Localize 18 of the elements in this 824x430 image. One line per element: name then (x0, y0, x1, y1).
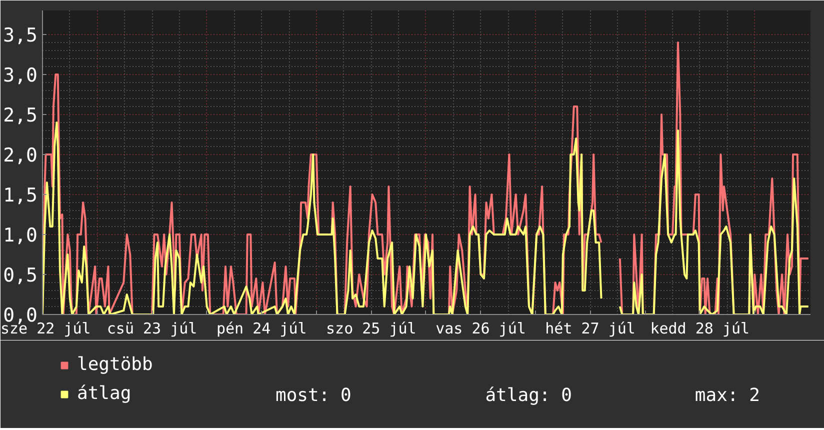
text: átlag: 0 (485, 385, 572, 406)
x-tick-label: szo 25 júl (326, 320, 416, 338)
x-tick-label: kedd 28 júl (650, 320, 750, 338)
x-tick-label: vas 26 júl (436, 320, 526, 338)
y-tick-label: 3,0 (3, 64, 38, 86)
text: most: 0 (276, 385, 352, 406)
legend-label: legtöbb (77, 354, 153, 375)
y-tick-label: 1,0 (3, 224, 38, 246)
x-tick-label: hét 27 júl (545, 320, 636, 338)
x-tick-label: pén 24 júl (216, 320, 307, 338)
y-tick-label: 3,5 (3, 24, 38, 46)
x-tick-label: csü 23 júl (106, 320, 198, 338)
legend-label: átlag (77, 383, 132, 404)
y-tick-label: 2,5 (3, 104, 38, 126)
y-tick-label: 0,5 (3, 264, 38, 286)
text: max: 2 (694, 385, 760, 406)
y-tick-label: 2,0 (3, 144, 38, 166)
y-tick-label: 1,5 (3, 184, 38, 206)
